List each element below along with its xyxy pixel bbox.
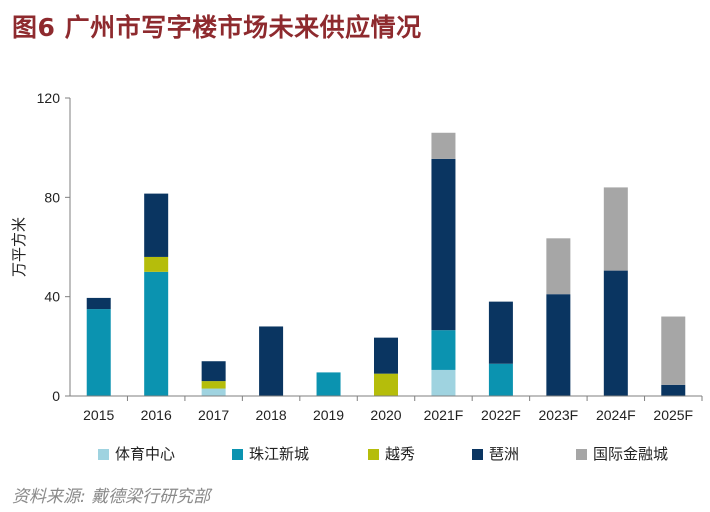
bar-segment (144, 193, 169, 257)
legend-entry-label: 国际金融城 (593, 446, 668, 463)
x-tick-label: 2022F (481, 407, 521, 423)
x-tick-label: 2021F (424, 407, 464, 423)
bar-segment (488, 301, 513, 364)
bar-segment (546, 294, 571, 396)
bar-segment (201, 388, 226, 396)
source-note: 资料来源: 戴德梁行研究部 (12, 487, 211, 507)
bar-segment (374, 337, 398, 374)
x-tick-label: 2015 (83, 407, 114, 423)
x-tick-label: 2025F (653, 407, 693, 423)
x-tick-label: 2020 (370, 407, 401, 423)
bar-segment (431, 158, 456, 331)
bar-segment (661, 384, 686, 396)
bar-segment (603, 187, 628, 271)
bar-segment (431, 132, 456, 159)
legend-swatch (98, 449, 109, 460)
y-tick-label: 80 (44, 189, 60, 205)
bar-segment (259, 326, 284, 396)
chart-bars (86, 132, 686, 396)
legend-entry-label: 珠江新城 (249, 446, 309, 463)
y-tick-label: 40 (44, 289, 60, 305)
legend-swatch (368, 449, 379, 460)
bar-segment (431, 330, 456, 370)
x-tick-label: 2016 (141, 407, 172, 423)
y-tick-label: 120 (37, 90, 61, 106)
bar-segment (661, 316, 686, 385)
legend-swatch (472, 449, 483, 460)
x-tick-label: 2018 (256, 407, 287, 423)
legend-swatch (232, 449, 243, 460)
legend-entry-label: 越秀 (385, 446, 415, 463)
x-tick-label: 2019 (313, 407, 344, 423)
bar-segment (144, 271, 169, 396)
bar-segment (603, 270, 628, 396)
bar-segment (316, 372, 341, 396)
bar-segment (144, 256, 169, 272)
x-tick-label: 2017 (198, 407, 229, 423)
bar-segment (201, 381, 226, 389)
chart-legend: 体育中心 珠江新城 越秀 琶洲 国际金融城 (98, 446, 668, 463)
bar-segment (546, 238, 571, 295)
x-tick-label: 2024F (596, 407, 636, 423)
bar-segment (86, 309, 111, 396)
bar-segment (431, 369, 456, 396)
bar-segment (488, 363, 513, 396)
y-tick-label: 0 (52, 388, 60, 404)
x-tick-label: 2023F (539, 407, 579, 423)
y-axis-label: 万平方米 (11, 217, 28, 277)
bar-segment (86, 297, 111, 310)
chart-axes: 0 40 80 120 万平方米 2015 2016 2017 2018 2019 2020 2021… (11, 90, 703, 423)
bar-segment (374, 373, 398, 396)
bar-segment (201, 361, 226, 382)
figure-title: 图6 广州市写字楼市场未来供应情况 (12, 13, 422, 42)
legend-entry-label: 琶洲 (489, 446, 519, 463)
legend-entry-label: 体育中心 (115, 446, 175, 463)
legend-swatch (576, 449, 587, 460)
